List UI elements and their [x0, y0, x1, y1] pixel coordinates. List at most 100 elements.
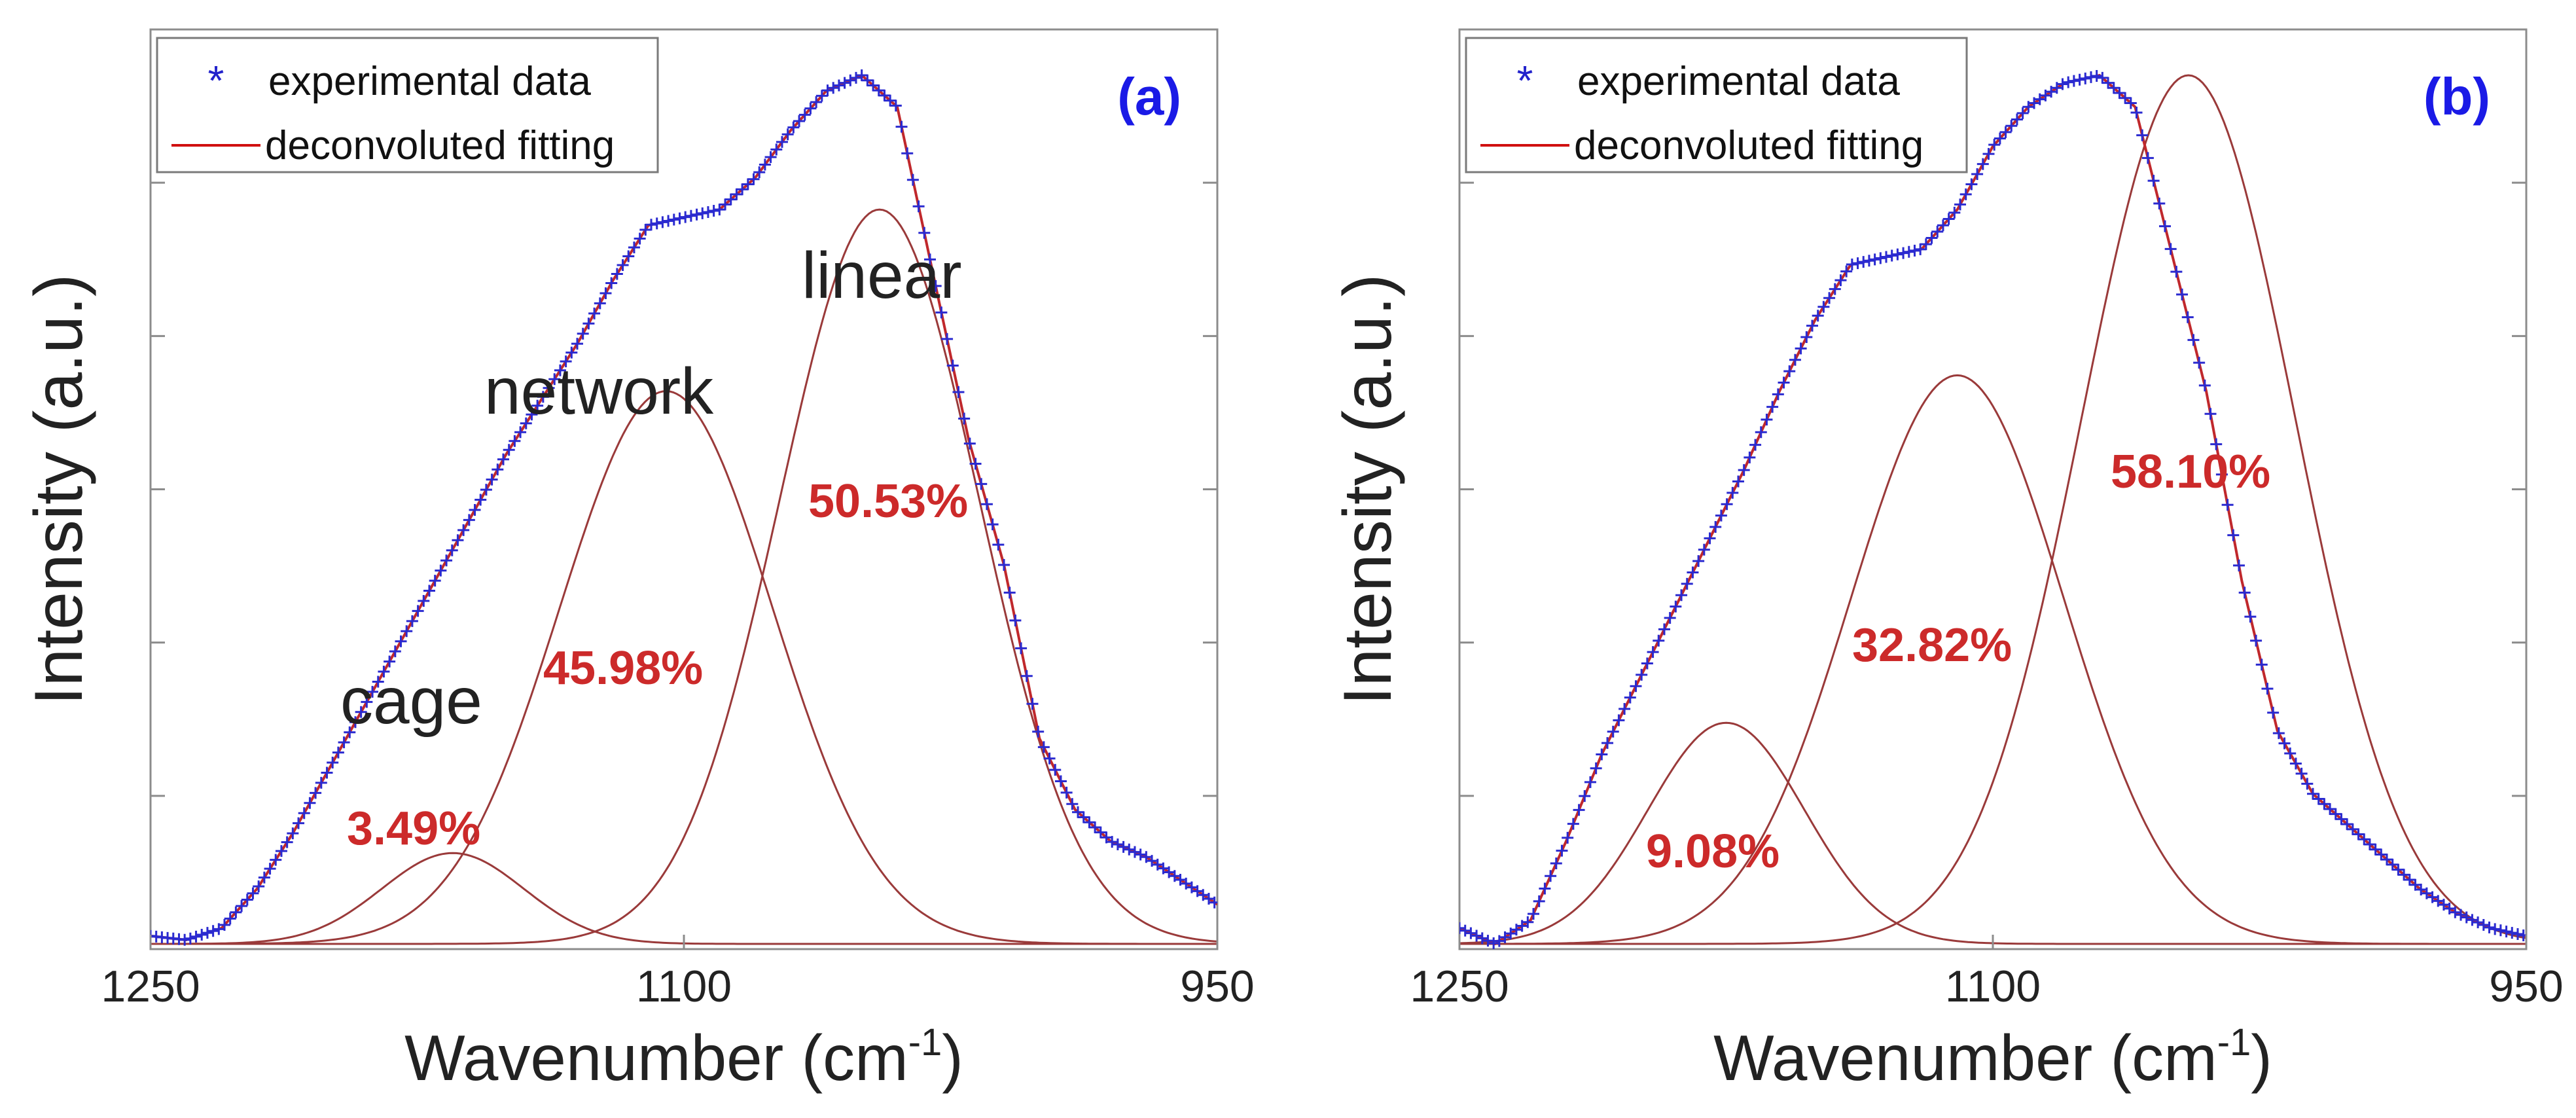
data-point — [776, 135, 788, 148]
data-point — [1641, 657, 1653, 670]
data-point — [2193, 357, 2206, 369]
data-point — [412, 605, 424, 617]
data-point — [1857, 256, 1870, 268]
data-point — [1704, 532, 1716, 545]
data-point — [1567, 818, 1579, 830]
legend-entry-experimental: experimental data — [1577, 59, 1900, 104]
data-point — [1596, 748, 1608, 761]
data-point — [554, 364, 566, 376]
data-point — [605, 277, 618, 289]
data-point — [509, 435, 521, 447]
data-point — [503, 444, 515, 456]
data-point — [2375, 848, 2388, 861]
data-point — [2255, 658, 2268, 671]
data-point — [998, 558, 1010, 571]
data-point — [1999, 126, 2012, 138]
data-point — [332, 746, 344, 759]
data-point — [815, 90, 828, 102]
data-point — [372, 676, 384, 688]
data-point — [2392, 863, 2405, 876]
data-point — [1681, 577, 1693, 590]
data-point — [827, 82, 840, 94]
data-point — [1009, 614, 1022, 626]
data-point — [2232, 559, 2245, 571]
data-point — [1043, 752, 1056, 765]
data-point — [577, 327, 589, 340]
data-point — [2153, 197, 2166, 209]
data-point — [2056, 78, 2069, 90]
data-point — [543, 382, 555, 394]
data-point — [1054, 775, 1067, 787]
data-point — [1937, 219, 1949, 232]
data-point — [2158, 220, 2171, 232]
peak-curve-1 — [151, 852, 1217, 945]
x-tick-labels: 1250 1100 950 — [1410, 935, 2564, 1011]
data-point — [1817, 300, 1830, 313]
data-point — [2511, 928, 2524, 941]
data-point — [1111, 838, 1124, 850]
data-point — [2141, 152, 2154, 164]
data-point — [474, 494, 487, 506]
data-point — [2130, 106, 2143, 118]
data-point — [236, 900, 248, 912]
data-point — [463, 514, 475, 526]
data-point — [1772, 388, 1784, 401]
data-point — [2272, 727, 2285, 740]
data-point — [1522, 916, 1534, 928]
data-point — [2136, 129, 2149, 141]
data-point — [2067, 75, 2080, 87]
data-point — [293, 817, 305, 829]
data-point — [287, 827, 299, 840]
data-point — [2198, 379, 2211, 391]
data-point — [668, 213, 680, 226]
data-point — [1829, 283, 1841, 295]
data-point — [565, 346, 578, 359]
data-point — [1579, 790, 1591, 802]
data-point — [531, 399, 544, 412]
data-point — [378, 666, 390, 678]
data-point — [2005, 120, 2018, 132]
data-point — [1897, 247, 1910, 259]
data-point — [367, 685, 379, 698]
data-point — [1761, 413, 1773, 425]
data-point — [986, 518, 999, 531]
data-point — [2403, 874, 2416, 886]
legend-marker-experimental: * — [1517, 57, 1533, 104]
data-point — [617, 259, 629, 272]
data-point — [1533, 895, 1545, 907]
data-point — [1886, 249, 1898, 262]
data-point — [2204, 408, 2217, 420]
data-point — [946, 359, 959, 372]
data-point — [1823, 292, 1836, 304]
data-point — [1630, 680, 1642, 693]
data-point — [2295, 767, 2308, 780]
data-point — [1726, 486, 1739, 499]
data-point — [2176, 288, 2189, 300]
data-point — [742, 178, 754, 190]
data-point — [798, 109, 811, 121]
data-point — [1692, 555, 1705, 568]
data-point — [435, 564, 447, 577]
data-point — [321, 766, 333, 779]
data-point — [1891, 248, 1904, 261]
data-point — [1476, 932, 1488, 945]
data-point — [1134, 848, 1147, 861]
data-point — [2318, 798, 2331, 810]
data-point — [2324, 802, 2336, 815]
data-point — [1545, 870, 1557, 882]
data-point — [821, 84, 834, 97]
data-point — [1908, 244, 1921, 257]
data-point — [1089, 821, 1101, 833]
data-point — [2398, 869, 2410, 881]
data-point — [730, 188, 743, 200]
data-point — [713, 204, 726, 216]
data-point — [1083, 816, 1096, 829]
data-point — [2352, 828, 2365, 840]
data-point — [992, 539, 1005, 551]
data-point — [2215, 468, 2228, 480]
data-point — [918, 226, 931, 239]
data-point — [548, 373, 561, 386]
data-point — [2346, 823, 2359, 835]
data-point — [656, 216, 669, 228]
data-point — [1607, 725, 1619, 738]
